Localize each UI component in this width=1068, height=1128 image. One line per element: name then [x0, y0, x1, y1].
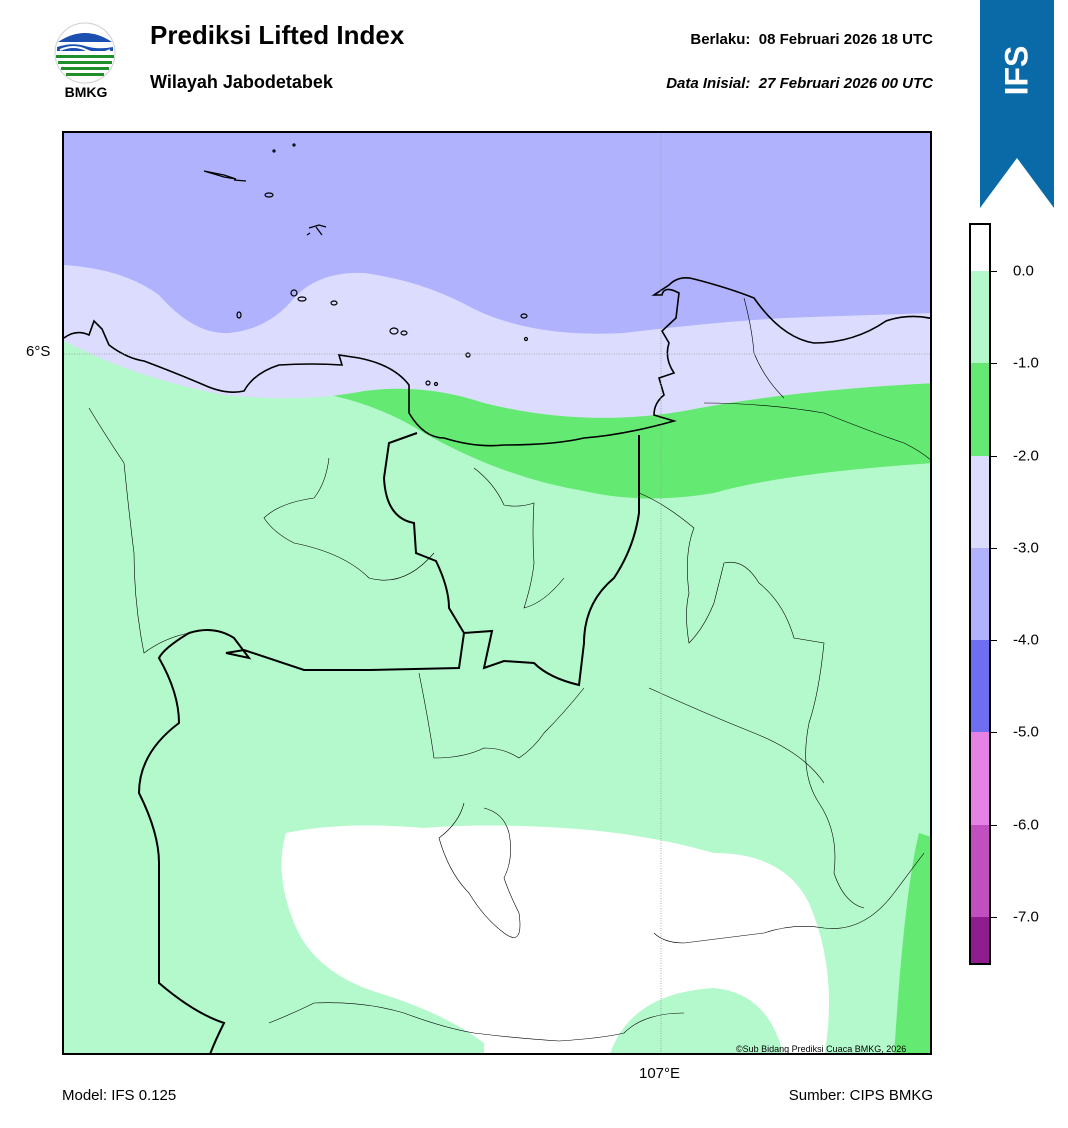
colorbar-tick: [991, 824, 997, 826]
colorbar: [969, 223, 991, 965]
region-sea-deep: [64, 133, 930, 334]
colorbar-tick-label: 0.0: [1013, 262, 1034, 280]
colorbar-segment: [971, 640, 989, 733]
colorbar-tick: [991, 547, 997, 549]
colorbar-tick: [991, 640, 997, 642]
colorbar-segment: [971, 547, 989, 641]
district-borders: [88, 297, 930, 1042]
colorbar-segment: [971, 455, 989, 549]
page-subtitle: Wilayah Jabodetabek: [150, 72, 333, 92]
colorbar-segment: [971, 732, 989, 826]
islands: [203, 143, 529, 387]
valid-time-line: Berlaku: 08 Februari 2026 18 UTC: [690, 31, 933, 48]
init-time: 27 Februari 2026 00 UTC: [758, 75, 933, 92]
ribbon-text: IFS: [998, 45, 1035, 95]
map-panel: [62, 131, 932, 1055]
colorbar-tick-label: -2.0: [1013, 447, 1039, 465]
model-label: Model: IFS 0.125: [62, 1087, 177, 1104]
coastline: [64, 277, 930, 447]
colorbar-tick-label: -1.0: [1013, 354, 1039, 372]
province-border: [137, 432, 640, 1053]
bmkg-logo-icon: [54, 22, 116, 84]
colorbar-tick: [991, 732, 997, 734]
colorbar-segment: [971, 225, 989, 272]
valid-label: Berlaku:: [690, 31, 751, 48]
colorbar-tick-label: -7.0: [1013, 908, 1039, 926]
colorbar-tick: [991, 363, 997, 365]
region-white: [281, 825, 829, 1053]
region-band-green-se: [894, 833, 930, 1053]
colorbar-tick-label: -4.0: [1013, 631, 1039, 649]
ribbon-badge: [980, 0, 1054, 208]
map-copyright: ©Sub Bidang Prediksi Cuaca BMKG, 2026: [736, 1044, 907, 1054]
colorbar-tick-label: -5.0: [1013, 723, 1039, 741]
longitude-label: 107°E: [639, 1065, 681, 1082]
colorbar-segment: [971, 271, 989, 364]
latitude-label: 6°S: [26, 343, 51, 360]
init-label: Data Inisial:: [666, 75, 751, 92]
init-time-line: Data Inisial: 27 Februari 2026 00 UTC: [666, 75, 933, 92]
colorbar-segment: [971, 916, 989, 963]
colorbar-segment: [971, 824, 989, 918]
colorbar-tick-label: -6.0: [1013, 816, 1039, 834]
colorbar-tick-label: -3.0: [1013, 539, 1039, 557]
colorbar-segment: [971, 363, 989, 457]
colorbar-tick: [991, 916, 997, 918]
valid-time: 08 Februari 2026 18 UTC: [758, 31, 933, 48]
colorbar-tick: [991, 455, 997, 457]
ribbon-label: IFS: [980, 30, 1054, 110]
source-label: Sumber: CIPS BMKG: [788, 1087, 933, 1104]
colorbar-tick: [991, 271, 997, 273]
logo-text: BMKG: [64, 84, 108, 100]
map-canvas: [64, 133, 930, 1053]
page-title: Prediksi Lifted Index: [150, 20, 405, 50]
